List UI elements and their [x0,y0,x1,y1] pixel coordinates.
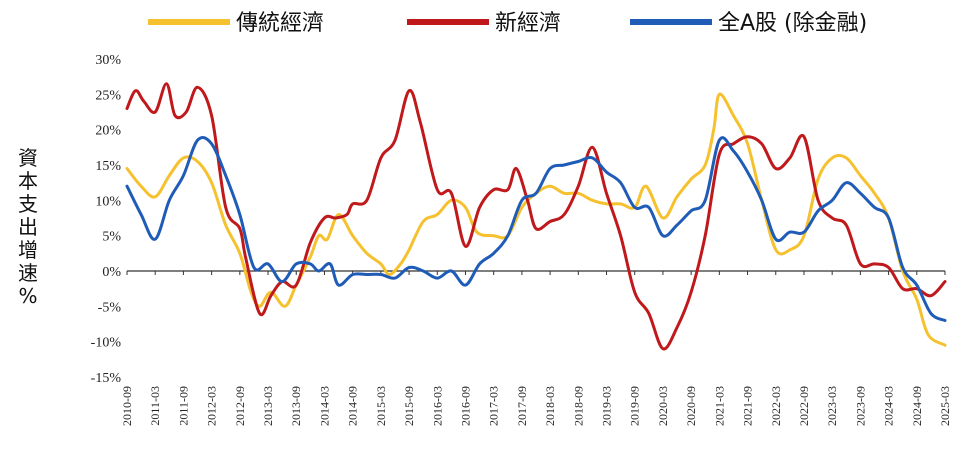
x-tick-label: 2017-03 [487,386,501,426]
x-tick-label: 2022-03 [769,386,783,426]
x-tick-label: 2016-03 [430,386,444,426]
x-tick-label: 2021-03 [712,386,726,426]
x-tick-label: 2023-09 [853,386,867,426]
legend-label-all-a-share: 全A股 (除金融) [718,11,867,36]
x-tick-label: 2017-09 [515,386,529,426]
y-axis-label-char: 支 [18,192,38,216]
x-tick-label: 2012-09 [233,386,247,426]
y-axis-label-char: 資 [18,146,38,170]
series-line-new-economy [125,82,947,351]
x-tick-label: 2012-03 [205,386,219,426]
x-tick-label: 2019-03 [600,386,614,426]
series-line-traditional-economy [125,92,947,347]
y-axis-label: 資本支出增速% [18,146,38,308]
x-tick-label: 2021-09 [741,386,755,426]
y-tick-label: 25% [95,88,121,103]
x-tick-label: 2014-09 [346,386,360,426]
x-tick-label: 2013-09 [289,386,303,426]
legend-label-new-economy: 新經濟 [495,11,561,36]
y-tick-label: 0% [102,265,121,280]
x-axis-ticks: 2010-09 2011-03 2011-09 2012-03 2012-09 2013-… [120,271,952,426]
y-tick-label: 15% [95,159,121,174]
y-tick-label: -5% [98,300,122,315]
x-tick-label: 2020-03 [656,386,670,426]
y-axis-label-char: % [18,284,37,308]
x-tick-label: 2019-09 [628,386,642,426]
series-lines [125,82,947,351]
x-tick-label: 2015-03 [374,386,388,426]
x-tick-label: 2020-09 [684,386,698,426]
y-axis-label-char: 速 [18,261,38,285]
y-axis-label-char: 出 [18,215,38,239]
y-tick-label: 20% [95,124,121,139]
x-tick-label: 2022-09 [797,386,811,426]
x-tick-label: 2024-09 [910,386,924,426]
y-axis-ticks: 30% 25% 20% 15% 10% 5% 0% -5% -10% -15% [91,53,122,386]
y-tick-label: -10% [91,336,122,351]
legend-label-traditional: 傳統經濟 [236,11,324,36]
x-tick-label: 2018-03 [543,386,557,426]
y-tick-label: 10% [95,194,121,209]
x-tick-label: 2023-03 [825,386,839,426]
y-axis-label-char: 本 [18,169,38,193]
x-tick-label: 2025-03 [938,386,952,426]
series-line-all-a-share [125,136,947,322]
x-tick-label: 2015-09 [402,386,416,426]
x-tick-label: 2016-09 [458,386,472,426]
x-tick-label: 2018-09 [571,386,585,426]
y-tick-label: -15% [91,371,122,386]
legend: 傳統經濟 新經濟 全A股 (除金融) [148,11,867,36]
y-axis-label-char: 增 [18,238,38,262]
x-tick-label: 2024-03 [882,386,896,426]
x-tick-label: 2014-03 [317,386,331,426]
x-tick-label: 2011-03 [148,386,162,426]
x-tick-label: 2013-03 [261,386,275,426]
y-tick-label: 30% [95,53,121,68]
x-tick-label: 2011-09 [176,386,190,426]
x-tick-label: 2010-09 [120,386,134,426]
y-tick-label: 5% [102,230,121,245]
